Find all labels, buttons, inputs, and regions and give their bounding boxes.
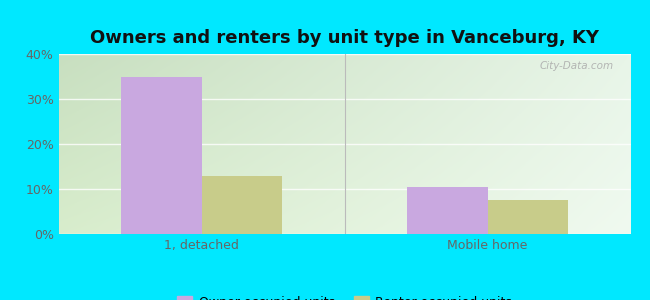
Bar (488, 200, 567, 234)
Bar (202, 176, 281, 234)
Legend: Owner occupied units, Renter occupied units: Owner occupied units, Renter occupied un… (172, 291, 517, 300)
Text: City-Data.com: City-Data.com (540, 61, 614, 71)
Bar (408, 187, 488, 234)
Bar (122, 76, 202, 234)
Title: Owners and renters by unit type in Vanceburg, KY: Owners and renters by unit type in Vance… (90, 29, 599, 47)
